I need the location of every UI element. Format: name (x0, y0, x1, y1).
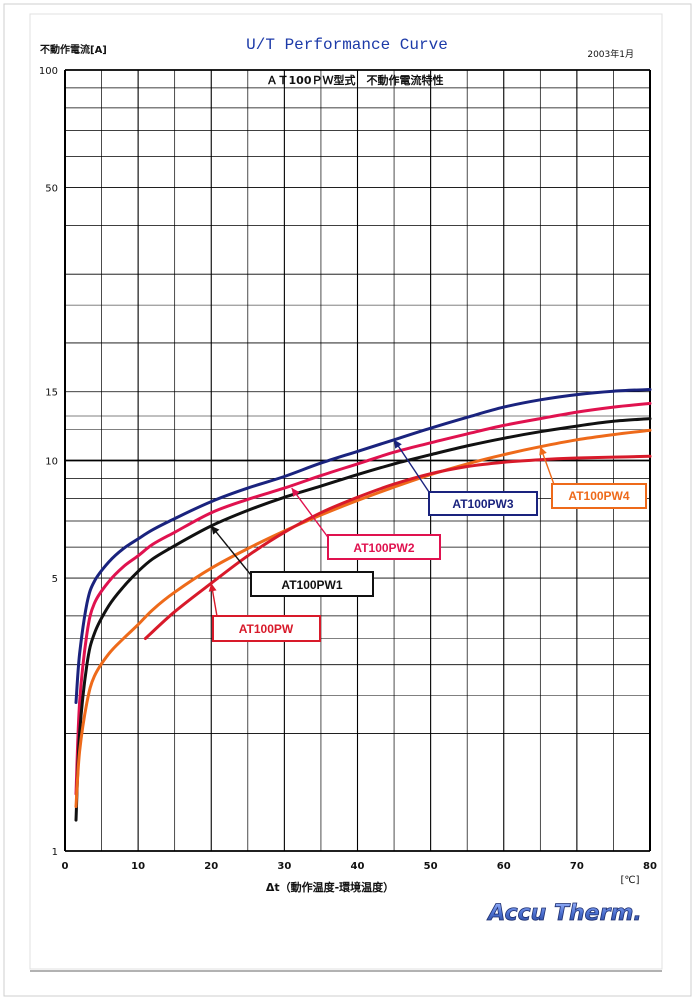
callout-arrowhead (291, 488, 300, 497)
callout-arrow-line (210, 525, 256, 581)
scan-edge (29, 13, 663, 970)
series-lines (74, 388, 652, 822)
grid (64, 69, 651, 852)
y-tick-label: 50 (45, 184, 58, 195)
callout-arrow-line (291, 487, 331, 541)
series-line-at100pw (143, 454, 652, 640)
y-tick-label: 15 (45, 388, 58, 399)
accu-therm-logo: Accu Therm. (486, 901, 641, 926)
date-label: 2003年1月 (587, 48, 634, 60)
callout-label-at100pw4: AT100PW4 (568, 489, 629, 503)
callout-at100pw3: AT100PW3 (428, 491, 538, 516)
x-axis-label: Δt（動作温度-環境温度） (266, 880, 394, 894)
x-tick-label: 40 (351, 861, 365, 872)
x-tick-label: 0 (62, 861, 69, 872)
chart-subtitle: ＡＴ100ＰＷ型式 不動作電流特性 (267, 73, 444, 87)
callout-arrowhead (539, 446, 547, 456)
series-line-at100pw1 (74, 417, 652, 822)
y-axis-label: 不動作電流[A] (40, 43, 107, 56)
callout-at100pw: AT100PW (212, 615, 321, 642)
callout-at100pw1: AT100PW1 (250, 571, 374, 597)
x-tick-label: 30 (277, 861, 291, 872)
x-tick-label: 80 (643, 861, 657, 872)
x-axis-unit: [℃] (620, 875, 639, 886)
callout-at100pw2: AT100PW2 (327, 534, 441, 560)
callout-arrowhead (208, 583, 217, 592)
x-tick-label: 60 (497, 861, 511, 872)
callout-label-at100pw3: AT100PW3 (452, 497, 513, 511)
x-tick-label: 70 (570, 861, 584, 872)
page-title: U/T Performance Curve (246, 36, 448, 54)
y-tick-label: 5 (52, 574, 58, 585)
series-line-at100pw3 (74, 388, 652, 704)
x-tick-label: 20 (204, 861, 218, 872)
x-tick-label: 50 (424, 861, 438, 872)
callout-arrowhead (394, 439, 402, 449)
callout-arrows (208, 439, 557, 623)
series-line-at100pw2 (74, 401, 652, 796)
series-line-at100pw4 (74, 428, 652, 808)
x-tick-label: 10 (131, 861, 145, 872)
callout-arrowhead (211, 525, 220, 535)
y-tick-label: 100 (39, 66, 58, 77)
y-tick-label: 10 (45, 457, 58, 468)
callout-label-at100pw1: AT100PW1 (281, 578, 342, 592)
callout-at100pw4: AT100PW4 (551, 483, 647, 509)
callout-label-at100pw: AT100PW (239, 622, 294, 636)
y-tick-label: 1 (52, 847, 58, 858)
callout-arrow-line (393, 439, 432, 496)
callout-label-at100pw2: AT100PW2 (353, 541, 414, 555)
